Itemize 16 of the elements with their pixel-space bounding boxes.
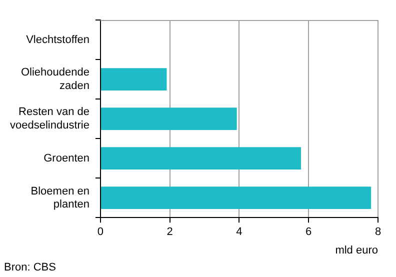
y-tick-label: Oliehoudende zaden: [20, 66, 90, 92]
y-tick-label: Resten van de voedselindustrie: [10, 106, 90, 132]
x-tick-label: 2: [166, 226, 173, 238]
x-tick-label: 6: [306, 226, 312, 238]
y-tick-label: Vlechtstoffen: [26, 34, 90, 46]
bar: [100, 186, 372, 210]
bar: [100, 147, 301, 170]
y-tick-label: Bloemen en planten: [30, 185, 90, 210]
x-axis-title: mld euro: [335, 244, 378, 256]
x-tick-label: 0: [97, 226, 104, 238]
x-tick-label: 4: [236, 226, 242, 238]
bar: [100, 108, 237, 130]
x-tick-label: 8: [374, 226, 382, 238]
text: Bron: CBS: [4, 262, 56, 274]
bar: [100, 68, 167, 90]
y-tick-label: Groenten: [44, 152, 90, 164]
